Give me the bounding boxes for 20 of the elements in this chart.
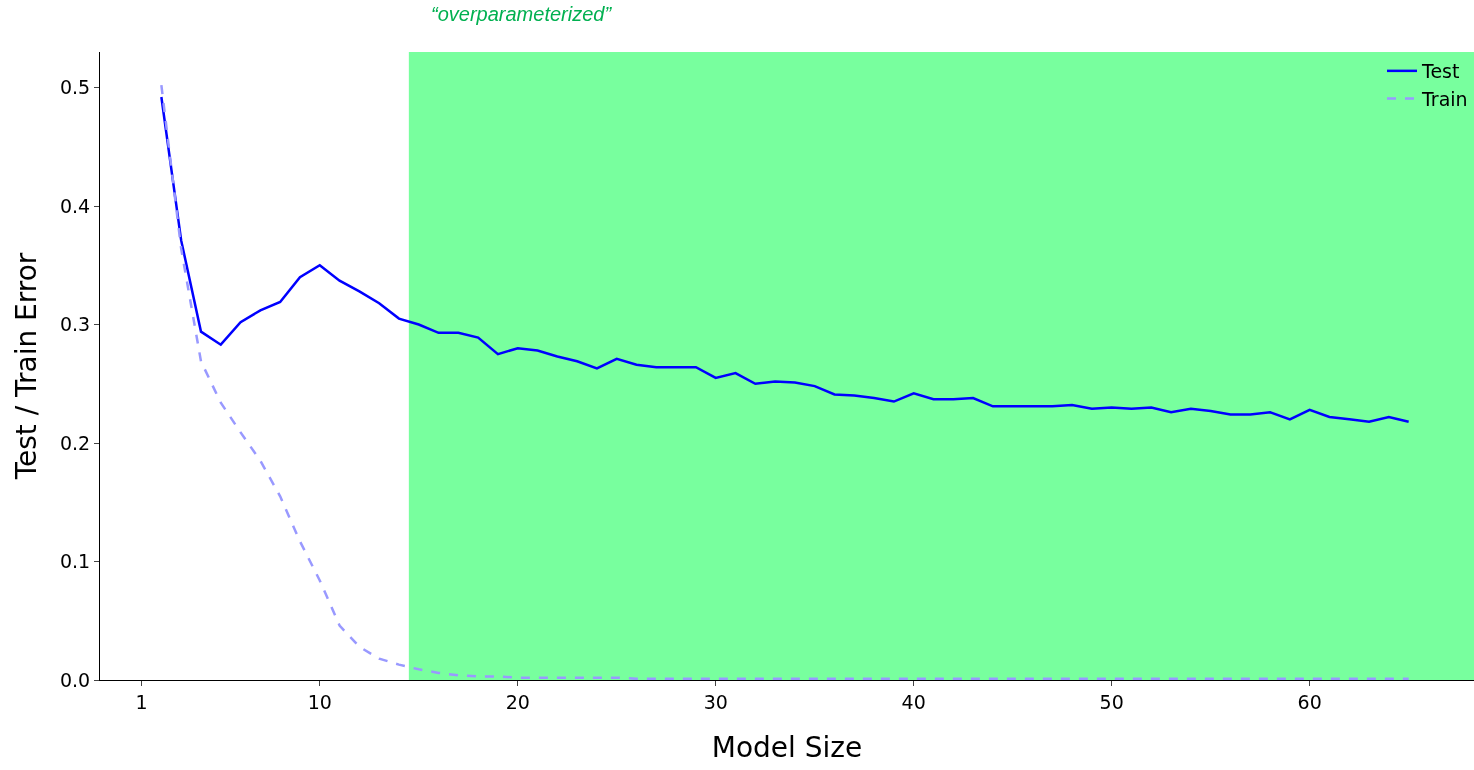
y-tick-label: 0.3 — [59, 313, 91, 336]
legend-label: Train — [1421, 87, 1468, 110]
x-axis-title: Model Size — [711, 730, 863, 764]
x-tick-label: 20 — [505, 690, 530, 713]
y-tick-label: 0.1 — [59, 550, 91, 573]
legend-label: Test — [1421, 60, 1460, 83]
x-tick-label: 1 — [135, 690, 148, 713]
y-tick-label: 0.4 — [59, 194, 91, 217]
x-tick-label: 40 — [901, 690, 926, 713]
y-tick-label: 0.2 — [59, 431, 91, 454]
line-series — [160, 95, 1410, 423]
y-tick-label: 0.0 — [59, 668, 91, 691]
x-tick-label: 60 — [1297, 690, 1322, 713]
y-tick-label: 0.5 — [59, 76, 91, 99]
y-axis-title: Test / Train Error — [9, 252, 43, 481]
x-tick-label: 30 — [703, 690, 728, 713]
band-label: “overparameterized” — [431, 3, 613, 25]
x-tick-label: 10 — [307, 690, 332, 713]
line-series — [160, 83, 1410, 680]
x-tick-label: 50 — [1099, 690, 1124, 713]
